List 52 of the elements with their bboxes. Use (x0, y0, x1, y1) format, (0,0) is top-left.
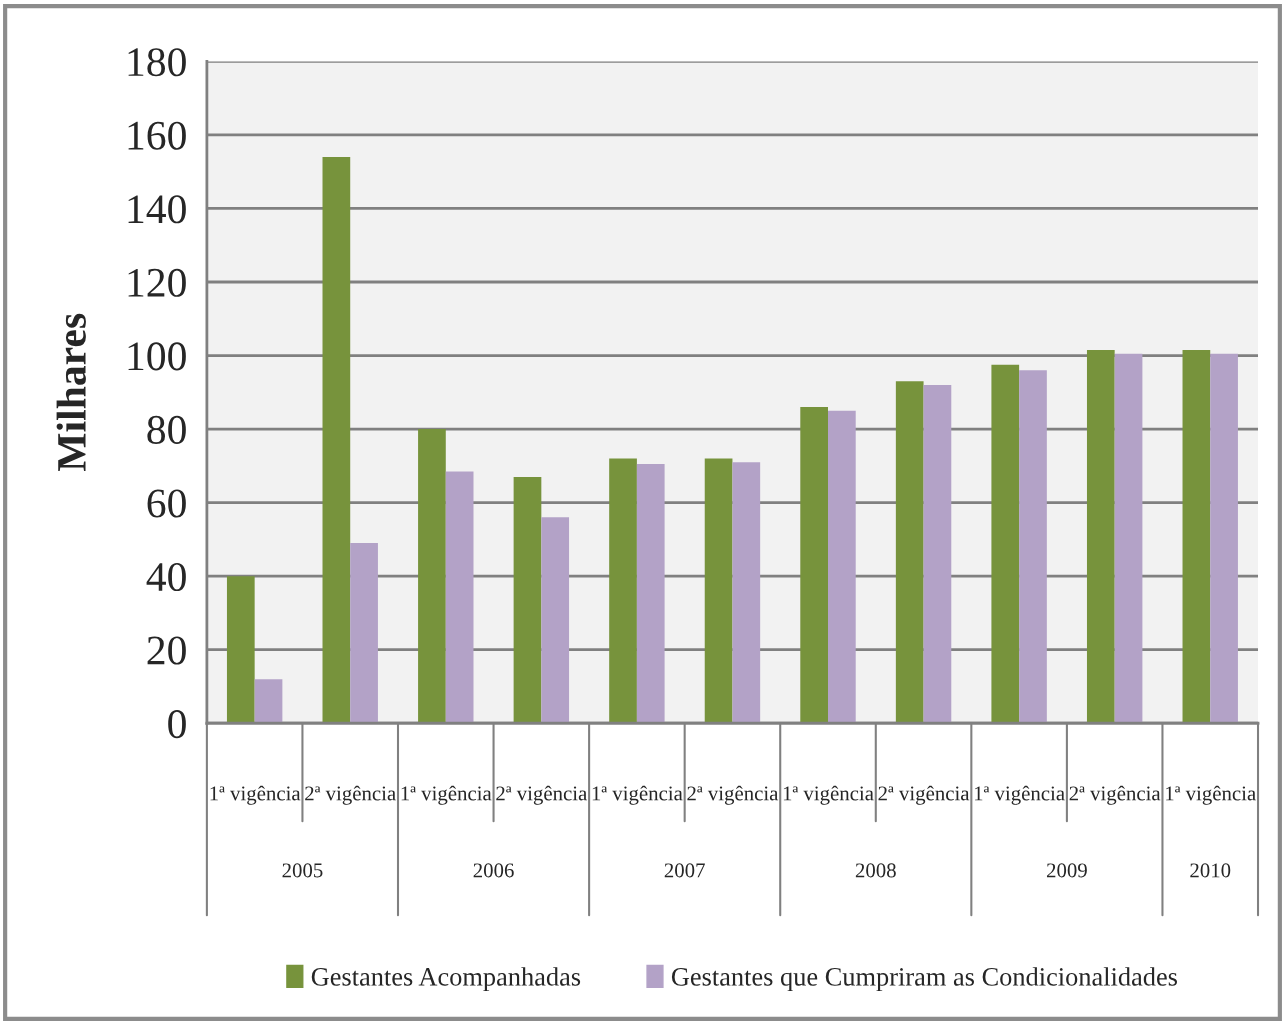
bar (991, 364, 1020, 724)
x-tick-label: 1ª vigência (210, 785, 301, 805)
x-tick-label: 2ª vigência (305, 785, 396, 805)
bar (322, 156, 351, 724)
bar (418, 429, 446, 724)
x-tick-label: 1ª vigência (1166, 785, 1256, 805)
y-tick-label: 80 (147, 415, 186, 444)
bar (800, 407, 829, 724)
bar (732, 462, 761, 724)
y-tick-label: 120 (128, 268, 186, 297)
y-tick-label: 140 (128, 195, 186, 224)
bar (923, 384, 952, 724)
bar (636, 464, 665, 724)
bar (895, 381, 924, 724)
text: 2006 (473, 863, 514, 878)
bar (1210, 353, 1238, 724)
x-tick-label: 1ª vigência (974, 785, 1065, 805)
x-tick-label: 1ª vigência (783, 785, 874, 805)
text: 2005 (282, 863, 323, 878)
x-tick-label: 2ª vigência (1069, 785, 1161, 805)
y-tick-label: 180 (128, 48, 186, 77)
bar (254, 679, 283, 724)
bar (226, 576, 255, 724)
x-tick-label: 1ª vigência (592, 785, 683, 805)
bar (350, 543, 378, 724)
x-tick-label: 2ª vigência (496, 785, 588, 805)
bar (1182, 350, 1211, 724)
bar (1019, 370, 1047, 724)
y-tick-label: 100 (128, 342, 186, 371)
bar (445, 471, 474, 724)
y-tick-label: 20 (147, 636, 186, 665)
bar (541, 517, 570, 724)
y-tick-label: 0 (168, 710, 186, 739)
legend-label: Gestantes que Cumpriram as Condicionalidades (671, 967, 1177, 992)
y-tick-label: 40 (146, 562, 186, 592)
text: 2009 (1046, 863, 1087, 878)
y-tick-label: 60 (147, 489, 186, 518)
bar (704, 458, 733, 724)
x-tick-label: 1ª vigência (401, 785, 492, 805)
y-tick-label: 160 (128, 121, 186, 150)
bar (609, 458, 637, 724)
bar (1086, 350, 1115, 724)
bar (513, 476, 542, 724)
y-axis-title: Milhares (56, 313, 86, 472)
bar (828, 410, 856, 724)
bar (1114, 353, 1143, 724)
text: 2007 (664, 863, 705, 878)
x-tick-label: 2ª vigência (878, 785, 970, 805)
text: 2008 (855, 863, 896, 878)
x-tick-label: 2ª vigência (687, 785, 779, 805)
legend-label: Gestantes Acompanhadas (311, 967, 581, 992)
text: 2010 (1190, 863, 1231, 878)
